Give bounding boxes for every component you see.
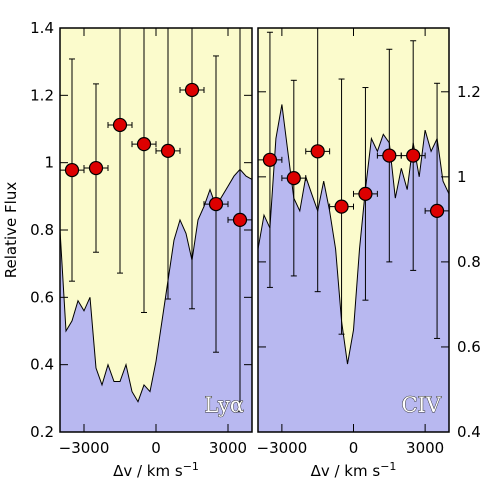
- y-tick-label: 1.4: [30, 19, 54, 37]
- plot-area: [60, 28, 252, 432]
- x-tick-label: 3000: [406, 439, 444, 457]
- annotation: Lyα: [204, 393, 244, 417]
- y-tick-label: 0.4: [30, 356, 54, 374]
- data-point: [262, 152, 278, 167]
- data-point: [334, 199, 349, 214]
- x-axis-label-text: Δv / km s: [113, 462, 183, 480]
- data-point: [382, 148, 397, 163]
- data-point: [232, 212, 248, 227]
- y-tick-label: 1.2: [457, 83, 481, 101]
- x-axis-label-sup: −1: [380, 460, 396, 473]
- x-tick-label: −3000: [59, 439, 110, 457]
- x-axis-label: Δv / km s−1: [113, 460, 199, 480]
- spectrum-area: [258, 104, 449, 432]
- y-tick-label: 0.8: [457, 253, 481, 271]
- data-point: [88, 160, 104, 176]
- plot-area: [258, 28, 449, 432]
- x-tick-label: 0: [151, 439, 161, 457]
- annotation: CIV: [401, 393, 441, 417]
- x-axis-label: Δv / km s−1: [311, 460, 397, 480]
- spectrum-line: [258, 104, 449, 365]
- panel: 0.2 0.4 0.6 0.8 1 1.2 1.4 −3000 0 3000 Δv / km s−1…: [2, 19, 253, 480]
- y-tick-label: 0.6: [457, 338, 481, 356]
- x-axis-label-sup: −1: [183, 460, 199, 473]
- data-point: [136, 137, 152, 152]
- y-tick-label: 1: [457, 168, 467, 186]
- x-tick-label: 3000: [209, 439, 247, 457]
- data-point: [184, 82, 200, 98]
- data-point: [310, 144, 325, 159]
- data-point: [160, 143, 176, 158]
- y-tick-label: 0.2: [30, 423, 54, 441]
- y-tick-label: 1: [44, 154, 54, 172]
- y-tick-label: 0.6: [30, 288, 54, 306]
- data-point: [358, 186, 373, 201]
- panel: 0.4 0.6 0.8 1 1.2 −3000 0 3000 Δv / km s−1 CIV: [257, 27, 481, 480]
- data-point: [429, 203, 445, 218]
- y-tick-label: 1.2: [30, 86, 54, 104]
- data-point: [208, 196, 224, 212]
- y-axis-label: Relative Flux: [2, 182, 20, 279]
- y-tick-label: 0.4: [457, 423, 481, 441]
- x-axis-label-text: Δv / km s: [311, 462, 381, 480]
- data-point: [112, 117, 128, 133]
- y-tick-label: 0.8: [30, 221, 54, 239]
- x-tick-label: 0: [349, 439, 359, 457]
- data-point: [64, 162, 80, 178]
- data-point: [406, 148, 421, 163]
- x-tick-label: −3000: [257, 439, 308, 457]
- data-point: [286, 171, 301, 186]
